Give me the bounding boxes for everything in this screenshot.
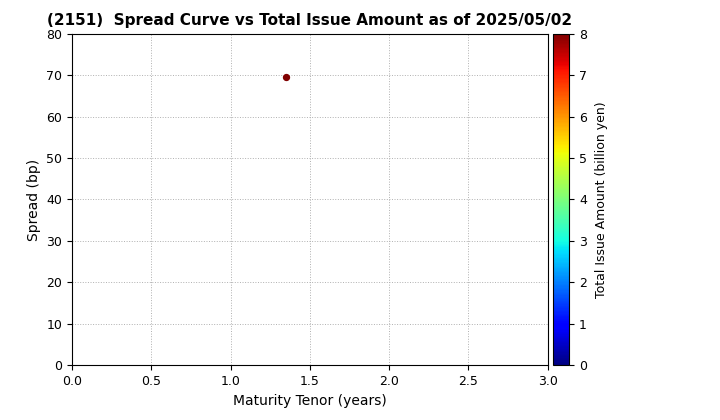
Y-axis label: Total Issue Amount (billion yen): Total Issue Amount (billion yen) <box>595 101 608 298</box>
X-axis label: Maturity Tenor (years): Maturity Tenor (years) <box>233 394 387 408</box>
Title: (2151)  Spread Curve vs Total Issue Amount as of 2025/05/02: (2151) Spread Curve vs Total Issue Amoun… <box>48 13 572 28</box>
Y-axis label: Spread (bp): Spread (bp) <box>27 158 41 241</box>
Point <box>280 74 292 81</box>
